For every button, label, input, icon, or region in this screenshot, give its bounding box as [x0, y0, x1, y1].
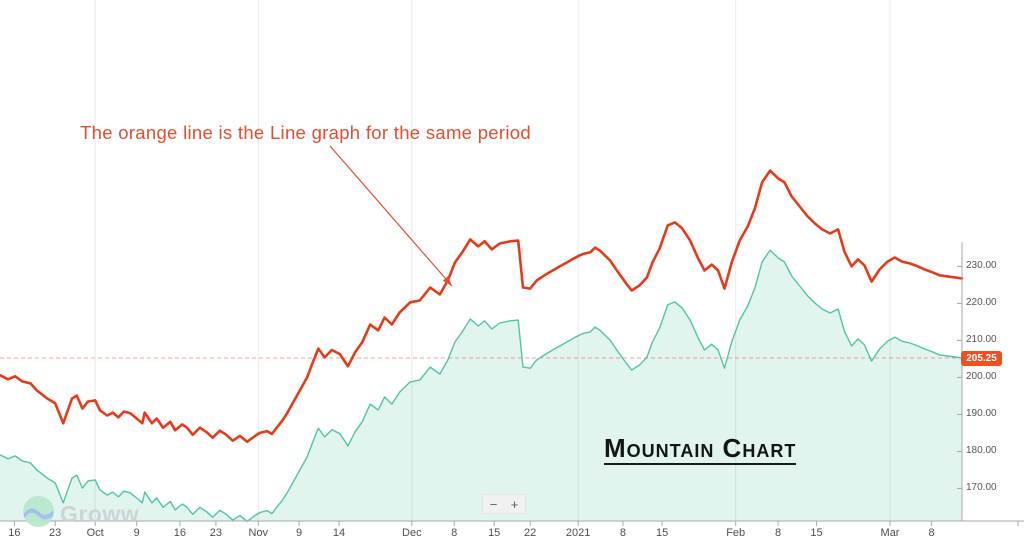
y-axis-label: 190.00	[966, 408, 997, 420]
groww-logo-icon	[22, 495, 55, 533]
x-axis-label: 9	[296, 527, 303, 539]
y-axis-label: 220.00	[966, 297, 997, 309]
x-axis-label: 8	[451, 527, 458, 539]
zoom-controls: − +	[482, 494, 526, 514]
x-axis-label: 23	[209, 527, 223, 539]
x-axis-label: Mar	[880, 527, 900, 539]
last-price-badge: 205.25	[961, 351, 1002, 366]
x-axis-label: 8	[928, 527, 935, 539]
mountain-area-fill	[0, 250, 962, 522]
x-axis-label: 15	[655, 527, 669, 539]
x-axis-label: 22	[524, 527, 537, 539]
zoom-in-button[interactable]: +	[507, 496, 523, 513]
mountain-line	[0, 249, 963, 523]
x-axis-label: 23	[49, 527, 62, 539]
y-axis-label: 180.00	[966, 445, 997, 457]
x-axis-label: 8	[619, 527, 626, 539]
x-axis-label: 14	[332, 527, 346, 539]
chart-type-label: Mountain Chart	[604, 434, 797, 466]
x-axis-label: 16	[173, 527, 187, 539]
annotation-arrow	[329, 145, 453, 287]
watermark: Groww	[22, 495, 139, 533]
line-graph	[0, 169, 964, 444]
watermark-brand: Groww	[60, 500, 140, 527]
y-axis-label: 170.00	[966, 482, 997, 494]
x-axis-label: Feb	[726, 527, 746, 539]
x-axis-label: 8	[775, 527, 782, 539]
x-axis-label: 15	[810, 527, 823, 539]
x-axis-label: 9	[133, 527, 140, 539]
zoom-out-button[interactable]: −	[486, 496, 502, 513]
x-axis-label: 2021	[565, 527, 591, 539]
x-axis-label: 15	[488, 527, 501, 539]
x-axis-label: 16	[8, 527, 21, 539]
annotation-text: The orange line is the Line graph for th…	[80, 122, 531, 143]
y-axis-label: 230.00	[966, 260, 997, 272]
x-axis-label: Oct	[86, 527, 104, 539]
annotation-arrowhead	[442, 276, 452, 286]
y-axis-label: 200.00	[966, 371, 997, 383]
x-axis-label: Dec	[402, 527, 422, 539]
y-axis-label: 210.00	[966, 334, 997, 346]
x-axis-label: Nov	[248, 527, 269, 539]
